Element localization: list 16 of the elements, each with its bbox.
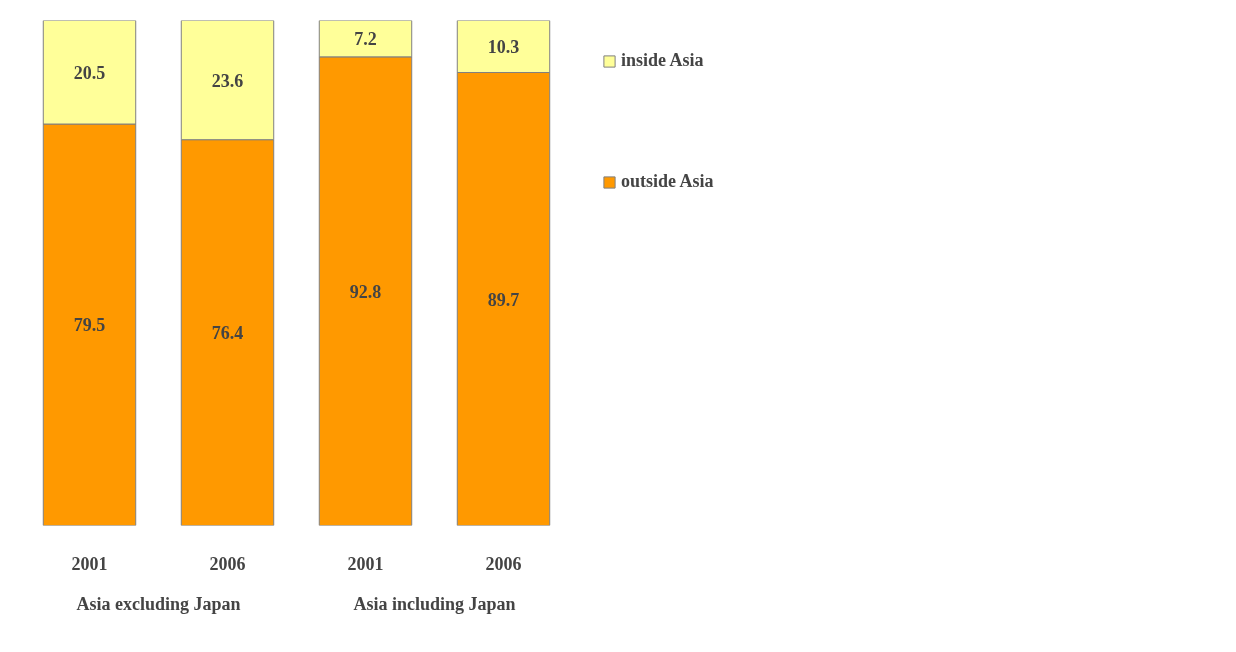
text: Asia including Japan — [353, 593, 516, 614]
legend-label: outside Asia — [621, 171, 714, 192]
legend-label: inside Asia — [621, 50, 704, 71]
x-tick-label: 2006 — [209, 553, 246, 574]
data-label: 20.5 — [73, 62, 106, 83]
data-label: 92.8 — [349, 281, 382, 302]
x-tick-label: 2001 — [347, 553, 384, 574]
data-label: 10.3 — [487, 37, 520, 58]
data-label: 23.6 — [211, 70, 244, 91]
x-tick-label: 2001 — [71, 553, 108, 574]
data-label: 76.4 — [211, 323, 244, 344]
data-label: 89.7 — [487, 289, 520, 310]
text: Asia excluding Japan — [76, 593, 241, 614]
data-label: 79.5 — [73, 315, 106, 336]
data-label: 7.2 — [354, 29, 377, 50]
x-tick-label: 2006 — [485, 553, 522, 574]
